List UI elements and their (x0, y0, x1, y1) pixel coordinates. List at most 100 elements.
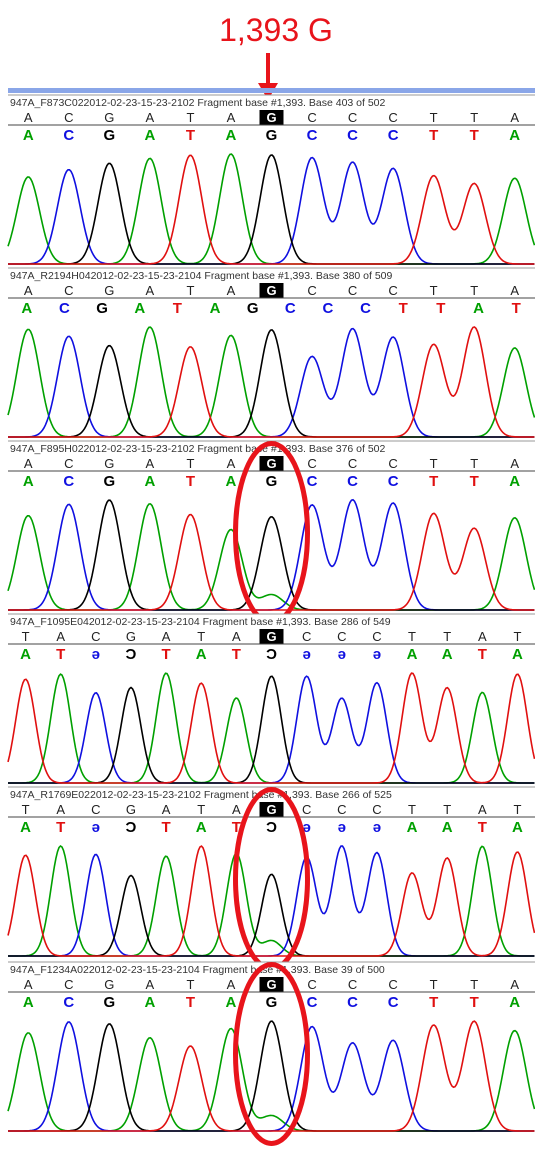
reference-base: C (302, 802, 311, 817)
reference-base: G (104, 456, 114, 471)
base-call: C (347, 994, 358, 1011)
reference-base: A (232, 802, 241, 817)
base-call: T (429, 994, 438, 1011)
reference-base: C (337, 629, 346, 644)
reference-base: C (64, 283, 73, 298)
reference-base: C (348, 110, 357, 125)
base-call: T (186, 473, 195, 490)
position-label: 1,393 G (219, 12, 333, 48)
base-call: A (509, 473, 520, 490)
base-call: T (173, 300, 182, 317)
trace-panel: 947A_R2194H042012-02-23-15-23-2104 Fragm… (7, 267, 535, 440)
base-call: C (388, 127, 399, 144)
base-call: G (247, 300, 259, 317)
selected-base-marker (259, 977, 284, 992)
reference-base: C (307, 456, 316, 471)
base-call: C (63, 473, 74, 490)
panel-title: 947A_R2194H042012-02-23-15-23-2104 Fragm… (10, 270, 393, 282)
base-call: T (162, 819, 171, 836)
reference-base: A (146, 110, 155, 125)
reference-base: T (443, 629, 451, 644)
base-call: C (63, 127, 74, 144)
base-call: T (429, 473, 438, 490)
reference-base: T (470, 456, 478, 471)
trace-t (8, 154, 535, 265)
reference-base: T (513, 629, 521, 644)
base-call: G (104, 127, 116, 144)
base-call: C (307, 994, 318, 1011)
reference-base: C (388, 110, 397, 125)
panel-title: 947A_R1769E022012-02-23-15-23-2102 Fragm… (10, 789, 392, 801)
reference-base: T (470, 283, 478, 298)
base-call: C (285, 300, 296, 317)
reference-base: A (146, 283, 155, 298)
base-call: ə (302, 646, 310, 663)
selected-base-marker (259, 802, 284, 817)
base-call: A (20, 819, 31, 836)
base-call: A (144, 994, 155, 1011)
reference-base: C (307, 110, 316, 125)
reference-base: T (430, 283, 438, 298)
base-call: T (162, 646, 171, 663)
base-call: A (23, 127, 34, 144)
reference-base: T (430, 456, 438, 471)
trace-panel: 947A_R1769E022012-02-23-15-23-2102 Fragm… (7, 786, 535, 971)
reference-base: T (408, 802, 416, 817)
reference-base: G (126, 629, 136, 644)
trace-t (7, 672, 535, 784)
reference-base: C (388, 977, 397, 992)
base-call: C (323, 300, 334, 317)
base-call: ə (338, 819, 346, 836)
base-call: G (96, 300, 108, 317)
base-call: C (307, 473, 318, 490)
reference-base: C (307, 283, 316, 298)
reference-base: A (162, 802, 171, 817)
reference-base: C (372, 802, 381, 817)
selected-base-marker (259, 110, 284, 125)
reference-base: A (24, 283, 33, 298)
reference-base: A (510, 977, 519, 992)
base-call: G (104, 994, 116, 1011)
reference-base: G (266, 977, 276, 992)
highlight-ellipse (233, 962, 310, 1146)
reference-base: T (443, 802, 451, 817)
panel-title: 947A_F873C022012-02-23-15-23-2102 Fragme… (10, 97, 386, 109)
base-call: Ɔ (126, 819, 137, 836)
reference-base: A (478, 802, 487, 817)
reference-base: T (186, 456, 194, 471)
base-call: T (436, 300, 445, 317)
reference-base: A (24, 110, 33, 125)
reference-base: A (510, 110, 519, 125)
trace-g (8, 499, 535, 611)
base-call: A (226, 994, 237, 1011)
reference-base: C (64, 977, 73, 992)
base-call: T (56, 646, 65, 663)
base-call: A (512, 646, 523, 663)
base-call: Ɔ (126, 646, 137, 663)
reference-base: C (348, 283, 357, 298)
reference-base: A (24, 977, 33, 992)
base-call: A (20, 646, 31, 663)
reference-base: G (266, 283, 276, 298)
trace-g (8, 329, 535, 438)
base-call: A (512, 819, 523, 836)
reference-base: T (470, 977, 478, 992)
base-call: A (196, 819, 207, 836)
base-call: C (388, 994, 399, 1011)
base-call: ə (373, 646, 381, 663)
base-call: T (470, 473, 479, 490)
base-call: A (210, 300, 221, 317)
base-call: A (407, 646, 418, 663)
base-call: A (144, 473, 155, 490)
base-call: Ɔ (266, 819, 277, 836)
reference-base: T (22, 629, 30, 644)
base-call: A (226, 473, 237, 490)
reference-base: T (197, 629, 205, 644)
reference-base: A (227, 456, 236, 471)
reference-base: C (388, 456, 397, 471)
base-call: ə (373, 819, 381, 836)
viewer-top-bar (8, 88, 535, 93)
base-call: C (388, 473, 399, 490)
base-call: ə (92, 819, 100, 836)
